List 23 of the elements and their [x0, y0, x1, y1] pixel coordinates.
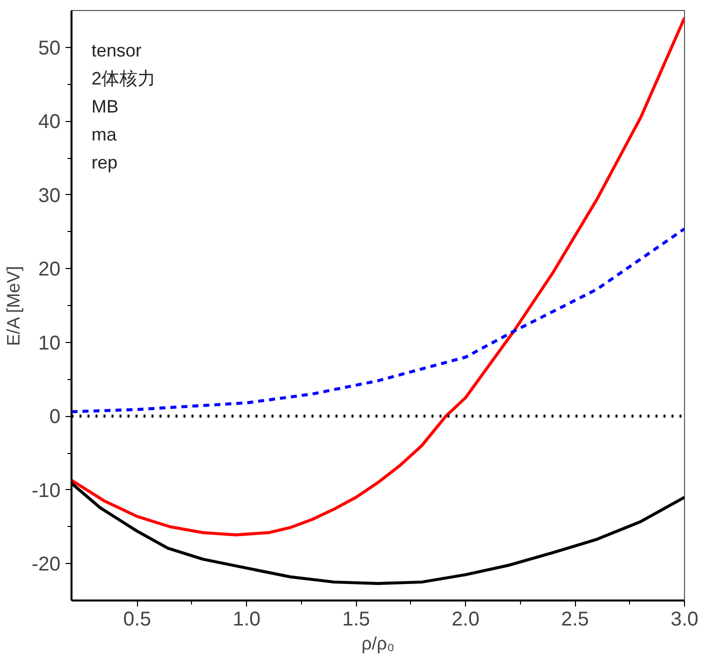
- x-tick-label: 0.5: [123, 608, 152, 630]
- x-tick-label: 2.5: [561, 608, 589, 630]
- annotation: rep: [92, 152, 118, 172]
- x-axis-title: ρ/ρ₀: [362, 634, 394, 654]
- x-tick-label: 1.0: [232, 608, 261, 630]
- x-tick-label: 2.0: [452, 608, 480, 630]
- annotation: 2体核力: [92, 68, 156, 88]
- y-tick-label: 0: [49, 406, 60, 428]
- y-tick-label: 10: [38, 332, 61, 354]
- y-axis-title: E/A [MeV]: [4, 266, 24, 346]
- x-tick-label: 1.5: [342, 608, 370, 630]
- annotation: ma: [92, 124, 118, 144]
- annotation: tensor: [92, 40, 142, 60]
- y-tick-label: 40: [38, 111, 61, 134]
- y-tick-label: 50: [38, 37, 61, 60]
- annotation: MB: [92, 96, 118, 116]
- line-series: [72, 227, 684, 414]
- y-tick-label: 30: [38, 184, 61, 207]
- y-tick-label: -10: [32, 480, 60, 502]
- y-tick-label: -20: [32, 554, 60, 576]
- y-tick-label: 20: [38, 258, 61, 281]
- line-series: [72, 16, 684, 536]
- x-tick-label: 3.0: [670, 608, 698, 630]
